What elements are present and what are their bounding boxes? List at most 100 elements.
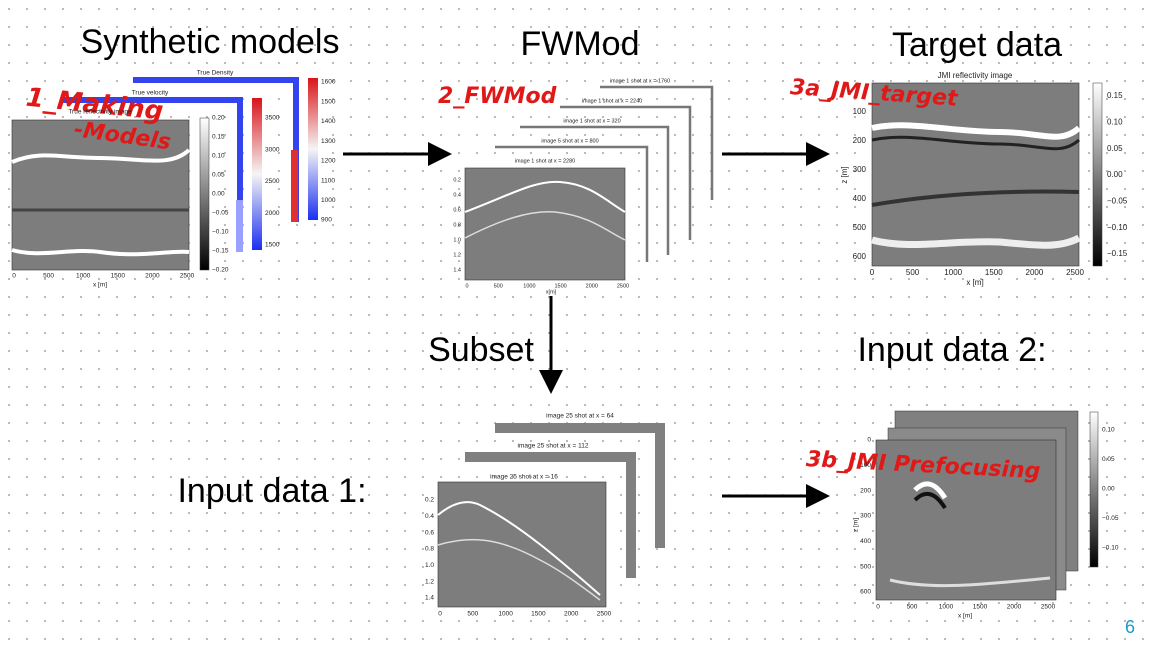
reflectivity-image	[11, 119, 190, 271]
x-tick-label: 1500	[111, 273, 126, 280]
colorbar-tick-label: 0.15	[1107, 91, 1123, 100]
reflector	[871, 135, 1080, 151]
y-tick-label: 0.4	[425, 513, 434, 520]
heading: Target data	[892, 26, 1062, 64]
image-title: image 25 shot at x = 16	[490, 474, 558, 481]
event	[437, 501, 601, 596]
colorbar-tick-label: 2500	[265, 178, 280, 185]
image-title: image 25 shot at x = 112	[518, 443, 589, 450]
x-tick-label: 1000	[76, 273, 91, 280]
heading: Input data 2:	[857, 331, 1046, 369]
y-tick-label: 1.2	[453, 252, 461, 258]
page-number: 6	[1125, 617, 1135, 637]
image-title: image 1 shot at x = 2240	[582, 98, 642, 104]
image-title: image 5 shot at x = 800	[541, 138, 598, 144]
colorbar-tick-label: 0.10	[1102, 427, 1115, 434]
density-colorbar	[308, 78, 318, 220]
colorbar-tick-label: 1300	[321, 138, 336, 145]
event	[889, 576, 1051, 588]
y-tick-label: 500	[853, 223, 867, 232]
y-tick-label: 1.0	[453, 237, 461, 243]
colorbar-tick-label: 2000	[265, 210, 280, 217]
x-tick-label: 1000	[944, 268, 962, 277]
colorbar-tick-label: −0.05	[212, 210, 229, 217]
event	[464, 180, 626, 213]
colorbar-tick-label: 0.10	[212, 153, 225, 160]
x-tick-label: 500	[907, 604, 918, 611]
colorbar-tick-label: 1500	[265, 242, 280, 249]
image-frame	[520, 125, 670, 255]
x-tick-label: 1000	[939, 604, 954, 611]
reflector	[11, 148, 191, 164]
shot-image	[464, 167, 626, 281]
x-tick-label: 0	[12, 273, 16, 280]
colorbar-tick-label: 1400	[321, 118, 336, 125]
axis-label: x [m]	[958, 613, 972, 620]
colorbar-tick-label: 0.20	[212, 115, 225, 122]
axis-label: z [m]	[840, 166, 849, 183]
image-title: image 25 shot at x = 64	[546, 413, 614, 420]
reflector	[871, 189, 1080, 207]
y-tick-label: 0.2	[453, 177, 461, 183]
x-tick-label: 2000	[1026, 268, 1044, 277]
colorbar-tick-label: 1600	[321, 79, 336, 86]
y-tick-label: 100	[853, 107, 867, 116]
event	[913, 491, 947, 510]
colorbar-tick-label: −0.05	[1102, 515, 1119, 522]
colorbar-tick-label: −0.10	[1107, 223, 1128, 232]
x-tick-label: 500	[906, 268, 920, 277]
x-tick-label: 1000	[498, 611, 513, 618]
x-tick-label: 1500	[973, 604, 988, 611]
image-title: True reflectivity image	[68, 109, 132, 116]
heading: FWMod	[521, 25, 640, 63]
x-tick-label: 0	[465, 283, 468, 289]
jmi-image	[871, 82, 1080, 267]
colorbar-tick-label: 1500	[321, 98, 336, 105]
x-tick-label: 500	[494, 283, 503, 289]
image-title: image 1 shot at x = 2280	[515, 158, 575, 164]
colorbar	[1092, 82, 1103, 267]
y-tick-label: 600	[853, 252, 867, 261]
y-tick-label: 100	[860, 462, 871, 469]
y-tick-label: 1.4	[425, 595, 434, 602]
x-tick-label: 0	[438, 611, 442, 618]
colorbar-tick-label: 0.05	[212, 172, 225, 179]
event	[437, 538, 601, 601]
heading: Synthetic models	[81, 23, 340, 61]
y-tick-label: 200	[860, 487, 871, 494]
colorbar-tick-label: 0.00	[212, 191, 225, 198]
colorbar-tick-label: 0.00	[1102, 486, 1115, 493]
y-tick-label: 200	[853, 136, 867, 145]
colorbar-tick-label: 0.05	[1102, 456, 1115, 463]
x-tick-label: 0	[876, 604, 880, 611]
x-tick-label: 2500	[1066, 268, 1084, 277]
x-tick-label: 1500	[531, 611, 546, 618]
colorbar	[1089, 411, 1099, 568]
x-tick-label: 500	[43, 273, 54, 280]
x-tick-label: 500	[467, 611, 478, 618]
heading: Input data 1:	[177, 472, 366, 510]
colorbar-tick-label: 0.05	[1107, 144, 1123, 153]
axis-label: x [m]	[966, 278, 983, 287]
colorbar-tick-label: 900	[321, 217, 332, 224]
x-tick-label: 1500	[985, 268, 1003, 277]
x-tick-label: 2000	[1007, 604, 1022, 611]
image-title: True velocity	[132, 90, 169, 97]
colorbar	[199, 117, 210, 271]
prefocused-image	[875, 439, 1057, 601]
heading: Subset	[428, 331, 534, 369]
colorbar-tick-label: −0.05	[1107, 196, 1128, 205]
image-title: image 1 shot at x = 1760	[610, 78, 670, 84]
colorbar-tick-label: 0.10	[1107, 117, 1123, 126]
colorbar-tick-label: 0.15	[212, 134, 225, 141]
image-frame	[560, 105, 692, 240]
y-tick-label: 400	[853, 194, 867, 203]
velocity-edge	[236, 200, 243, 252]
image-title: True Density	[197, 70, 234, 77]
velocity-colorbar	[252, 98, 262, 250]
colorbar-tick-label: 3000	[265, 146, 280, 153]
y-tick-label: 0	[867, 437, 871, 444]
y-tick-label: 0.6	[425, 529, 434, 536]
annotation: 2_FWMod	[438, 84, 557, 109]
